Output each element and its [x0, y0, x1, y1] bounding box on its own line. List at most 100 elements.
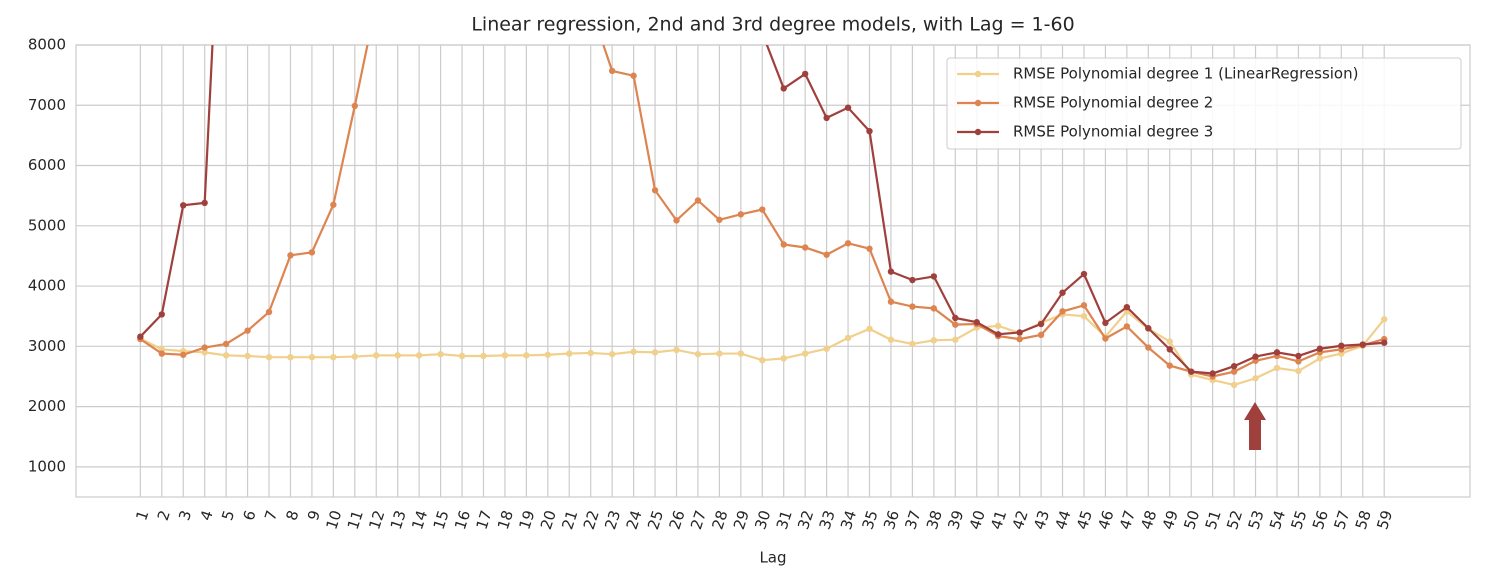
point	[823, 114, 830, 122]
point	[930, 273, 938, 280]
legend-marker	[974, 128, 982, 136]
point	[952, 336, 959, 343]
point	[1359, 341, 1366, 348]
point	[694, 197, 702, 204]
x-tick-label: 6	[240, 508, 260, 523]
x-tick-label: 19	[515, 508, 538, 532]
point	[630, 348, 637, 355]
x-tick-label: 3	[175, 508, 195, 523]
point	[158, 350, 165, 357]
x-tick-label: 44	[1052, 508, 1075, 532]
point	[716, 216, 723, 223]
point	[1016, 335, 1023, 343]
point	[588, 4, 594, 10]
point	[523, 352, 530, 359]
point	[887, 336, 895, 343]
x-tick-label: 47	[1116, 508, 1139, 532]
x-tick-label: 36	[880, 508, 903, 532]
x-tick-label: 56	[1309, 508, 1332, 532]
point	[737, 350, 745, 357]
x-tick-label: 8	[282, 508, 302, 523]
point	[308, 249, 316, 256]
point	[759, 356, 766, 364]
point	[373, 352, 380, 359]
point	[1252, 353, 1259, 360]
x-tick-label: 45	[1073, 508, 1096, 532]
point	[351, 102, 358, 110]
x-tick-label: 21	[558, 508, 581, 532]
point	[201, 199, 208, 207]
point	[394, 352, 401, 359]
x-tick-label: 32	[794, 508, 817, 532]
x-tick-label: 48	[1137, 508, 1160, 532]
x-tick-label: 43	[1030, 508, 1053, 532]
point	[265, 353, 273, 361]
point	[673, 346, 680, 354]
point	[1145, 344, 1152, 351]
point	[244, 327, 251, 334]
point	[651, 349, 659, 356]
legend-label: RMSE Polynomial degree 1 (LinearRegressi…	[1013, 65, 1358, 83]
x-tick-label: 25	[644, 508, 667, 532]
point	[1188, 368, 1195, 375]
point	[1123, 303, 1131, 311]
x-tick-label: 11	[344, 508, 367, 532]
point	[651, 187, 659, 194]
point	[1037, 320, 1045, 328]
legend-marker	[974, 99, 982, 107]
point	[738, 6, 744, 12]
point	[994, 331, 1002, 338]
point	[823, 345, 830, 352]
legend-box	[946, 57, 1462, 150]
x-tick-label: 31	[773, 508, 796, 532]
point	[608, 67, 616, 75]
x-tick-label: 46	[1094, 508, 1117, 532]
x-tick-label: 51	[1202, 508, 1225, 532]
y-tick-label: 5000	[28, 216, 66, 234]
x-tick-label: 10	[322, 508, 345, 532]
point	[566, 350, 573, 357]
point	[608, 350, 616, 358]
x-axis-label: Lag	[759, 549, 786, 567]
x-tick-label: 14	[408, 508, 431, 532]
point	[308, 353, 316, 361]
point	[801, 244, 809, 251]
point	[544, 351, 552, 358]
x-tick-label: 40	[966, 508, 989, 532]
x-tick-label: 59	[1373, 508, 1396, 532]
point	[330, 201, 337, 208]
lines	[137, 4, 1388, 389]
x-tick-label: 38	[923, 508, 946, 532]
point	[844, 240, 852, 247]
y-tick-label: 1000	[28, 457, 66, 475]
point	[1102, 335, 1109, 342]
point	[909, 340, 916, 348]
x-tick-label: 27	[687, 508, 710, 532]
y-tick-label: 4000	[28, 277, 66, 295]
y-tick-label: 7000	[28, 96, 66, 114]
point	[716, 350, 723, 357]
point	[1080, 302, 1088, 309]
point	[180, 351, 187, 358]
point	[1273, 349, 1281, 356]
point	[1338, 342, 1345, 349]
series-line	[139, 45, 1385, 375]
point	[887, 298, 895, 305]
x-tick-label: 52	[1223, 508, 1246, 532]
x-tick-label: 37	[901, 508, 924, 532]
x-tick-label: 33	[816, 508, 839, 532]
point	[587, 349, 594, 357]
point	[480, 352, 487, 360]
point	[222, 352, 230, 359]
point	[844, 104, 852, 111]
point	[737, 211, 745, 218]
x-tick-label: 53	[1245, 508, 1268, 532]
point	[1209, 370, 1216, 377]
point	[458, 352, 466, 360]
point	[844, 334, 852, 342]
arrow-annotation	[1244, 402, 1266, 450]
x-tick-label: 39	[944, 508, 967, 532]
x-tick-label: 26	[666, 508, 689, 532]
point	[887, 268, 895, 275]
